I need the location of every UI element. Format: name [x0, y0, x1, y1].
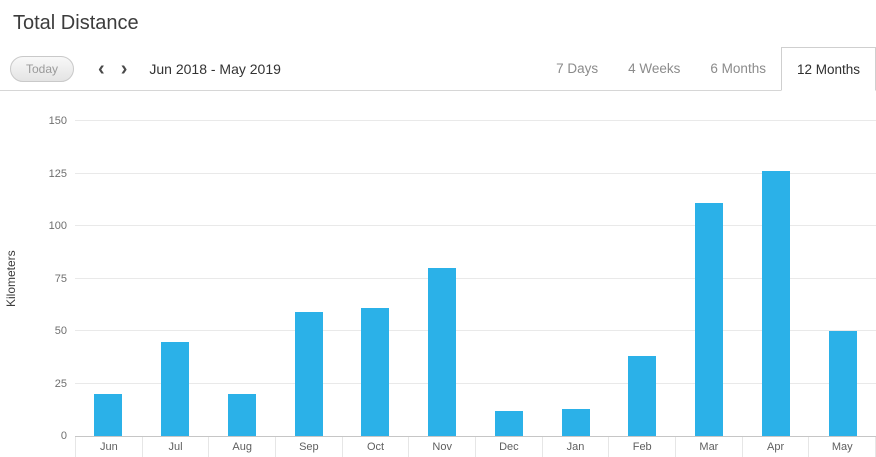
- bar-slot-jan: [542, 121, 609, 436]
- bar-nov[interactable]: [428, 268, 457, 436]
- time-range-tabs: 7 Days 4 Weeks 6 Months 12 Months: [541, 47, 876, 91]
- x-axis-labels: Jun Jul Aug Sep Oct Nov Dec Jan Feb Mar Apr May: [75, 437, 876, 457]
- bar-slot-nov: [409, 121, 476, 436]
- x-axis-label-may: May: [809, 437, 876, 457]
- bars-layer: [75, 121, 876, 436]
- date-range-label: Jun 2018 - May 2019: [149, 60, 281, 77]
- bar-slot-feb: [609, 121, 676, 436]
- bar-slot-mar: [676, 121, 743, 436]
- y-tick-label: 50: [54, 325, 67, 338]
- distance-bar-chart: Kilometers 0 25 50 75 100 125 150 Jun Jul Aug Sep…: [0, 91, 876, 457]
- tab-6-months[interactable]: 6 Months: [710, 61, 766, 76]
- bar-feb[interactable]: [628, 356, 657, 436]
- x-axis-label-dec: Dec: [476, 437, 543, 457]
- bar-slot-may: [809, 121, 876, 436]
- bar-mar[interactable]: [695, 202, 724, 436]
- bar-jul[interactable]: [161, 341, 190, 436]
- next-arrow-icon[interactable]: ›: [120, 57, 128, 80]
- y-axis-title: Kilometers: [4, 250, 18, 308]
- x-axis-label-sep: Sep: [276, 437, 343, 457]
- x-axis-label-jul: Jul: [143, 437, 210, 457]
- bar-slot-jul: [142, 121, 209, 436]
- bar-jan[interactable]: [561, 408, 590, 436]
- y-tick-label: 75: [54, 272, 67, 285]
- y-tick-label: 0: [60, 430, 67, 442]
- plot: 0 25 50 75 100 125 150: [49, 115, 876, 442]
- tab-7-days[interactable]: 7 Days: [556, 61, 599, 76]
- gridline: [75, 120, 876, 121]
- y-tick-labels: 0 25 50 75 100 125 150: [29, 115, 67, 442]
- x-axis-label-aug: Aug: [209, 437, 277, 457]
- bar-jun[interactable]: [94, 394, 123, 436]
- page-title: Total Distance: [13, 12, 139, 34]
- x-axis-label-jun: Jun: [76, 437, 143, 457]
- plot-area: 0 25 50 75 100 125 150 Jun Jul Aug Sep Oct Nov Dec Ja…: [49, 115, 876, 457]
- gridline: [75, 382, 876, 384]
- x-axis-label-jan: Jan: [543, 437, 610, 457]
- page-header: Total Distance: [0, 0, 876, 47]
- prev-arrow-icon[interactable]: ‹: [98, 57, 105, 80]
- x-axis-label-apr: Apr: [743, 437, 810, 457]
- gridline: [75, 172, 876, 174]
- today-button[interactable]: Today: [10, 55, 75, 82]
- bar-sep[interactable]: [294, 312, 323, 436]
- tab-4-weeks[interactable]: 4 Weeks: [628, 61, 681, 76]
- x-axis-label-oct: Oct: [343, 437, 410, 457]
- toolbar: Today ‹ › Jun 2018 - May 2019 7 Days 4 W…: [0, 47, 876, 91]
- x-axis-label-nov: Nov: [409, 437, 477, 457]
- bar-oct[interactable]: [361, 307, 390, 436]
- gridline: [75, 330, 876, 331]
- bar-slot-aug: [209, 121, 276, 436]
- bar-slot-apr: [743, 121, 810, 436]
- y-tick-label: 25: [54, 377, 67, 390]
- x-axis-label-mar: Mar: [676, 437, 743, 457]
- gridline: [75, 277, 876, 279]
- bar-may[interactable]: [828, 331, 857, 436]
- bar-dec[interactable]: [494, 410, 523, 436]
- gridline: [75, 225, 876, 226]
- bar-aug[interactable]: [227, 394, 256, 436]
- bar-slot-sep: [275, 121, 342, 436]
- bar-slot-oct: [342, 121, 409, 436]
- y-tick-label: 150: [48, 115, 67, 127]
- bar-slot-dec: [476, 121, 543, 436]
- x-axis-label-feb: Feb: [609, 437, 677, 457]
- y-tick-label: 125: [48, 167, 67, 180]
- y-tick-label: 100: [48, 220, 67, 233]
- date-nav: ‹ ›: [90, 57, 135, 81]
- tab-12-months[interactable]: 12 Months: [780, 47, 876, 91]
- bar-slot-jun: [75, 121, 142, 436]
- bar-apr[interactable]: [761, 171, 790, 436]
